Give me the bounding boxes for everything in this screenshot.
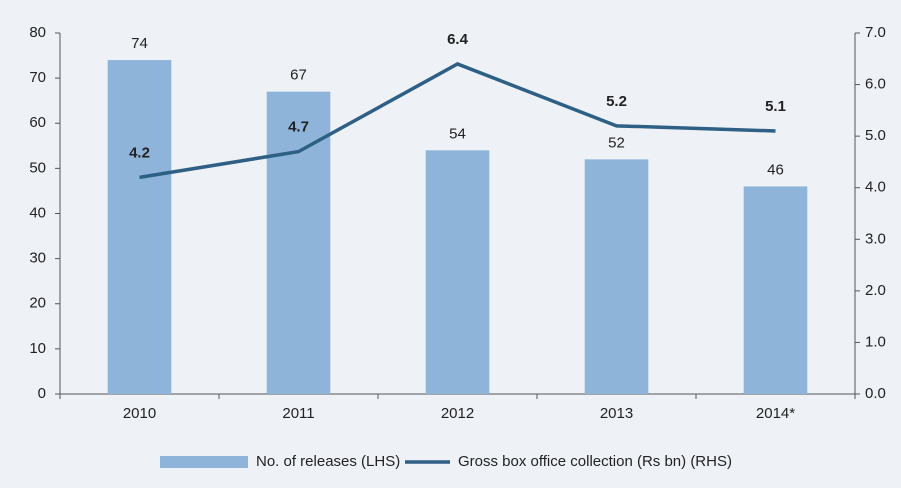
y2-tick-label: 1.0 [865,333,886,350]
bar-value-label: 52 [608,134,625,151]
y-tick-label: 10 [29,340,46,357]
bar-value-label: 54 [449,125,466,142]
bar [743,186,808,394]
y2-tick-label: 4.0 [865,179,886,196]
line-value-label: 5.2 [606,93,627,110]
y-tick-label: 50 [29,159,46,176]
bar-value-label: 67 [290,67,307,84]
x-tick-label: 2013 [600,405,633,422]
y-tick-label: 80 [29,24,46,41]
line [139,62,776,180]
y-tick-label: 0 [38,385,46,402]
legend-swatch [160,456,248,468]
legend-label: Gross box office collection (Rs bn) (RHS… [458,453,732,470]
y2-tick-label: 6.0 [865,76,886,93]
x-tick-label: 2011 [282,405,314,422]
y2-tick-label: 7.0 [865,24,886,41]
bar [266,91,331,394]
line-value-label: 6.4 [447,31,469,48]
x-tick-label: 2014* [756,405,795,422]
y-tick-label: 20 [29,295,46,312]
x-tick-label: 2012 [441,405,474,422]
y-tick-label: 30 [29,250,46,267]
y-tick-label: 60 [29,114,46,131]
y-tick-label: 40 [29,204,46,221]
line-value-label: 4.2 [129,144,150,161]
bar [107,60,172,394]
line-value-label: 5.1 [765,98,786,115]
y2-tick-label: 2.0 [865,282,886,299]
bar [425,150,490,394]
line-value-label: 4.7 [288,119,309,136]
bar [584,159,649,394]
y2-tick-label: 3.0 [865,230,886,247]
y2-tick-label: 5.0 [865,127,886,144]
x-tick-label: 2010 [123,405,156,422]
y-tick-label: 70 [29,69,46,86]
legend-label: No. of releases (LHS) [256,453,400,470]
y2-tick-label: 0.0 [865,385,886,402]
bar-value-label: 74 [131,35,148,52]
bar-value-label: 46 [767,161,784,178]
